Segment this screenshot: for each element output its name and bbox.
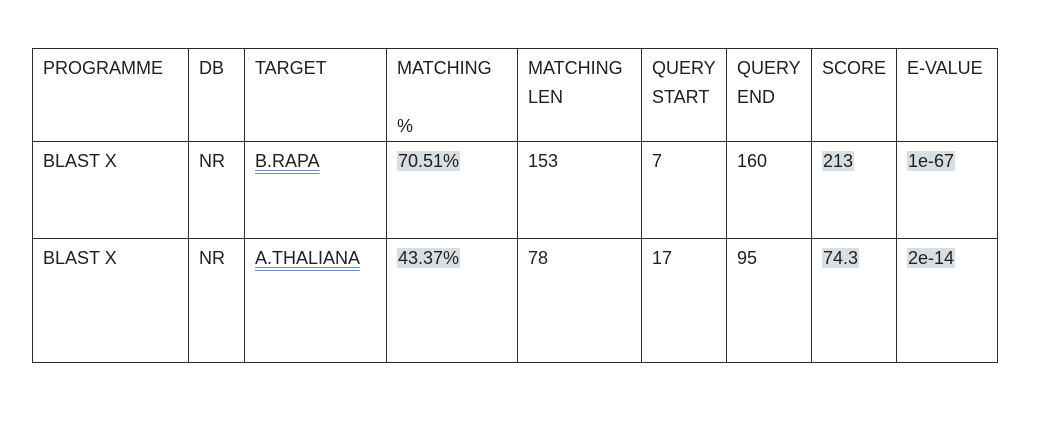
cell-db: NR <box>188 141 245 239</box>
cell-programme: BLAST X <box>32 238 189 363</box>
table-row: BLAST X NR A.THALIANA 43.37% 78 17 95 74… <box>32 238 998 363</box>
cell-e-value: 2e-14 <box>896 238 998 363</box>
cell-score: 74.3 <box>811 238 897 363</box>
header-matching-percent-line2: % <box>397 116 414 136</box>
header-matching-percent: MATCHING % <box>386 48 518 142</box>
cell-score: 213 <box>811 141 897 239</box>
cell-query-end: 95 <box>726 238 812 363</box>
blast-results-table: PROGRAMME DB TARGET MATCHING % MATCHING … <box>32 48 998 363</box>
cell-target: B.RAPA <box>244 141 387 239</box>
cell-target: A.THALIANA <box>244 238 387 363</box>
cell-matching-len: 153 <box>517 141 642 239</box>
cell-matching-percent: 43.37% <box>386 238 518 363</box>
header-row: PROGRAMME DB TARGET MATCHING % MATCHING … <box>32 48 998 142</box>
table-row: BLAST X NR B.RAPA 70.51% 153 7 160 213 1… <box>32 141 998 239</box>
header-query-start: QUERY START <box>641 48 727 142</box>
cell-matching-len: 78 <box>517 238 642 363</box>
header-target: TARGET <box>244 48 387 142</box>
header-programme: PROGRAMME <box>32 48 189 142</box>
cell-matching-percent: 70.51% <box>386 141 518 239</box>
cell-query-start: 17 <box>641 238 727 363</box>
header-matching-percent-line1: MATCHING <box>397 58 492 78</box>
cell-db: NR <box>188 238 245 363</box>
cell-query-end: 160 <box>726 141 812 239</box>
header-db: DB <box>188 48 245 142</box>
target-link[interactable]: A.THALIANA <box>255 248 361 268</box>
header-matching-len: MATCHING LEN <box>517 48 642 142</box>
cell-e-value: 1e-67 <box>896 141 998 239</box>
target-link[interactable]: B.RAPA <box>255 151 320 171</box>
header-query-end: QUERY END <box>726 48 812 142</box>
header-score: SCORE <box>811 48 897 142</box>
cell-programme: BLAST X <box>32 141 189 239</box>
cell-query-start: 7 <box>641 141 727 239</box>
header-e-value: E-VALUE <box>896 48 998 142</box>
